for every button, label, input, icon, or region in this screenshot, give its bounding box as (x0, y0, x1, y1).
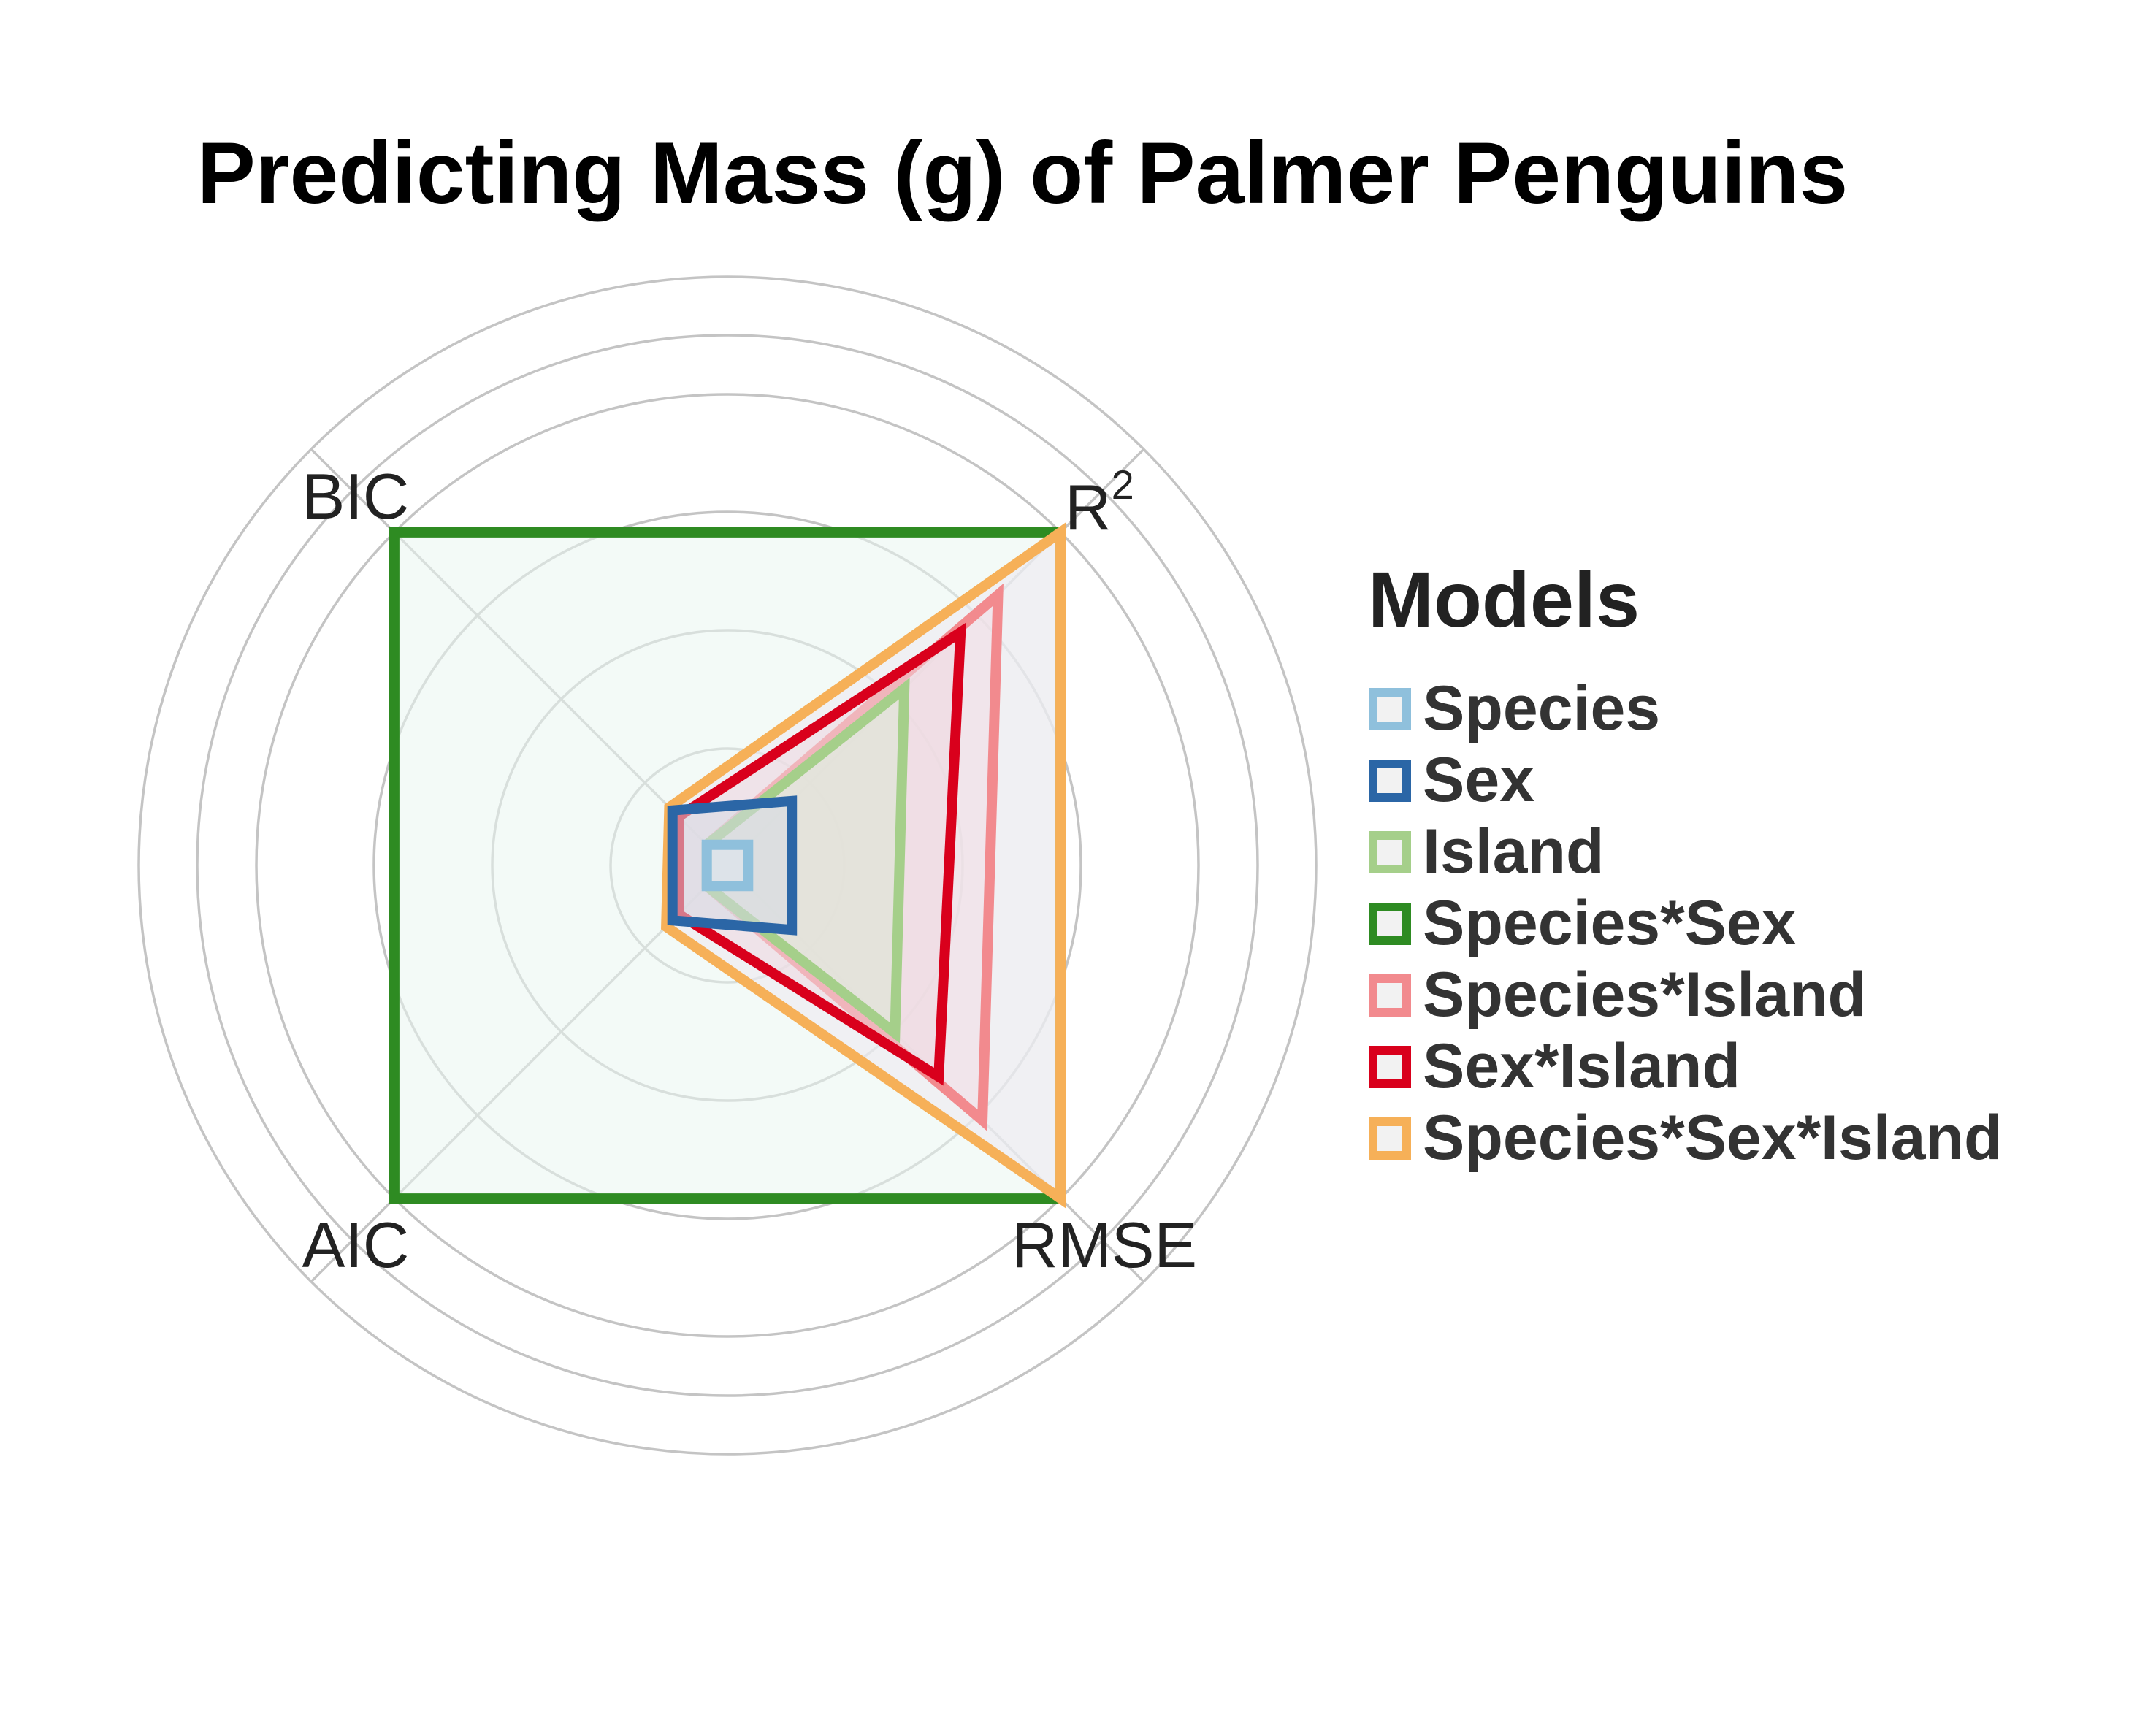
legend-label-sex: Sex (1423, 745, 1534, 815)
series-layer (389, 522, 1066, 1209)
legend-label-sex-island: Sex*Island (1423, 1031, 1740, 1101)
axis-label-aic: AIC (302, 1209, 410, 1281)
legend-title: Models (1368, 555, 1640, 643)
legend-label-species: Species (1423, 673, 1660, 743)
grid-circle-3 (372, 510, 1082, 1220)
legend-swatch-sex-island (1369, 1046, 1411, 1088)
grid-circle-4 (255, 393, 1200, 1338)
axis-label-rmse: RMSE (1012, 1209, 1197, 1281)
axis-label-bic: BIC (302, 460, 410, 532)
legend-swatch-island (1369, 831, 1411, 873)
legend-swatch-species-island (1369, 974, 1411, 1017)
grid-circle-6 (137, 275, 1318, 1456)
legend-label-species-sex-island: Species*Sex*Island (1423, 1103, 2003, 1173)
chart-title: Predicting Mass (g) of Palmer Penguins (197, 124, 1848, 222)
legend-swatch-species-sex (1369, 903, 1411, 945)
legend: SpeciesSexIslandSpecies*SexSpecies*Islan… (1369, 673, 2003, 1173)
grid-circle-5 (196, 334, 1259, 1397)
legend-swatch-species-sex-island (1369, 1117, 1411, 1160)
legend-swatch-sex (1369, 760, 1411, 802)
legend-swatch-species (1369, 688, 1411, 730)
legend-label-species-island: Species*Island (1423, 960, 1866, 1030)
legend-label-species-sex: Species*Sex (1423, 888, 1797, 958)
axis-label-r2: R2 (1065, 462, 1134, 543)
series-species (701, 839, 754, 892)
axis-labels: R2 RMSE AIC BIC (302, 460, 1197, 1281)
legend-label-island: Island (1423, 816, 1605, 887)
